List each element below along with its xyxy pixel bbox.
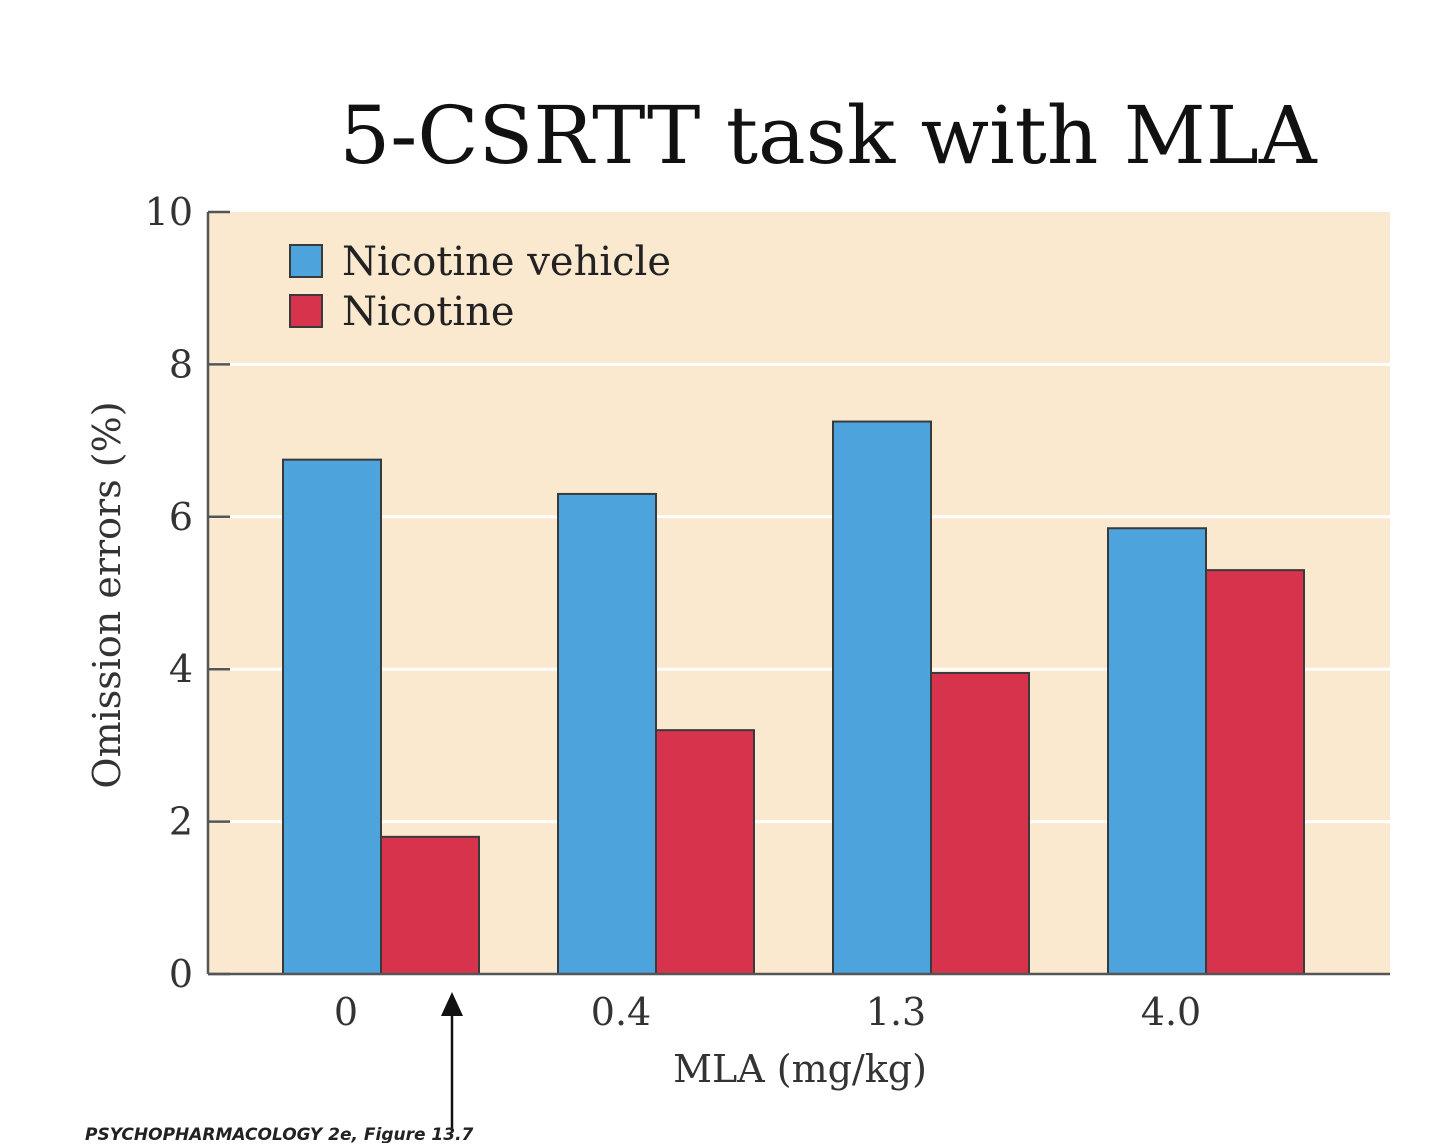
legend-label: Nicotine vehicle [342, 239, 671, 285]
bar-nicotine-vehicle-0 [282, 458, 382, 975]
y-tick-label: 4 [169, 647, 193, 691]
legend-label: Nicotine [342, 289, 515, 335]
legend-swatch [289, 294, 323, 328]
x-tick-label: 0.4 [591, 990, 651, 1034]
figure-credit: PSYCHOPHARMACOLOGY 2e, Figure 13.7 [85, 1125, 474, 1143]
y-tick-label: 10 [145, 190, 193, 234]
y-tick-label: 6 [169, 495, 193, 539]
bar-nicotine-4.0 [1205, 569, 1305, 975]
bar-nicotine-0.4 [655, 729, 755, 975]
annotation-arrow-head [441, 992, 463, 1016]
y-tick-label: 8 [169, 342, 193, 386]
y-tick-label: 0 [169, 952, 193, 996]
y-axis-label: Omission errors (%) [85, 401, 129, 788]
y-tick-label: 2 [169, 800, 193, 844]
x-tick-label: 0 [334, 990, 358, 1034]
x-axis-label: MLA (mg/kg) [673, 1047, 927, 1091]
bar-nicotine-1.3 [930, 672, 1030, 975]
legend-swatch [289, 244, 323, 278]
x-tick-label: 1.3 [866, 990, 926, 1034]
bar-nicotine-vehicle-0.4 [557, 492, 657, 975]
bar-nicotine-vehicle-4.0 [1107, 527, 1207, 975]
x-tick-label: 4.0 [1141, 990, 1201, 1034]
annotation-arrow [441, 992, 463, 1128]
chart-title: 5-CSRTT task with MLA [339, 89, 1317, 182]
bar-nicotine-vehicle-1.3 [832, 420, 932, 975]
bar-nicotine-0 [380, 835, 480, 976]
